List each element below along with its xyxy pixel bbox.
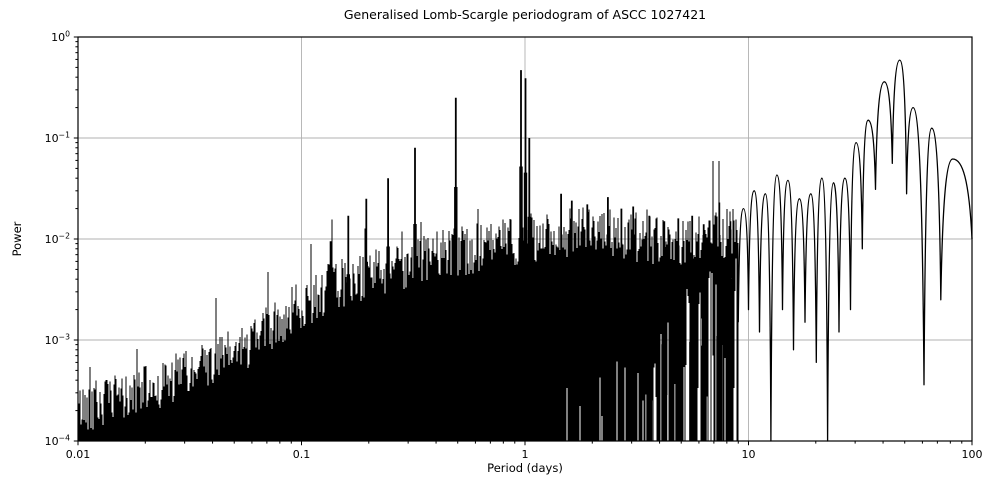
- y-tick-label: 10−3: [45, 333, 70, 348]
- chart-title: Generalised Lomb-Scargle periodogram of …: [343, 7, 707, 22]
- y-tick-label: 10−2: [45, 232, 70, 247]
- x-tick-label: 1: [522, 448, 529, 461]
- y-tick-label: 10−4: [45, 434, 70, 449]
- x-tick-label: 10: [742, 448, 756, 461]
- y-tick-label: 100: [51, 30, 70, 45]
- y-axis-label: Power: [10, 221, 24, 257]
- long-period-series: [737, 59, 973, 442]
- x-tick-label: 0.1: [293, 448, 311, 461]
- x-axis-label: Period (days): [487, 461, 563, 475]
- axis-ticks: [73, 36, 973, 446]
- peak-spikes: [329, 70, 732, 441]
- x-tick-label: 100: [962, 448, 983, 461]
- noise-mass-series: [78, 161, 739, 441]
- y-tick-label: 10−1: [45, 131, 70, 146]
- tick-labels: 0.01 0.1 1 10 100 100 10−1 10−2 10−3 10−4: [45, 30, 983, 462]
- x-tick-label: 0.01: [66, 448, 91, 461]
